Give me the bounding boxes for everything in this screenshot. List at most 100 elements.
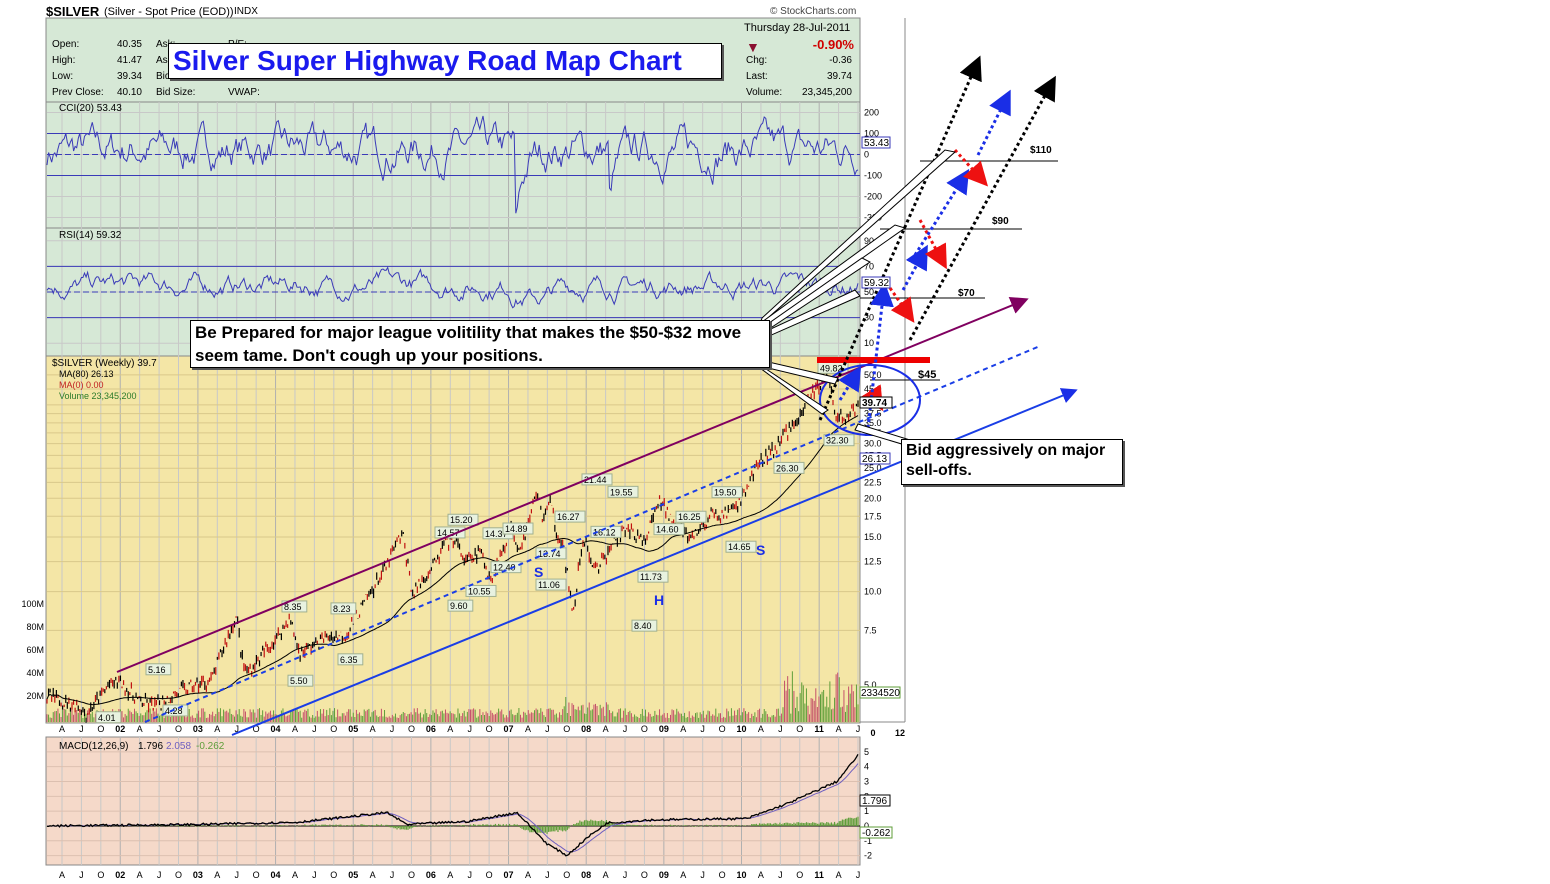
rsi-tick-label: 70 bbox=[864, 261, 874, 271]
price-tick-label: 12.5 bbox=[864, 557, 882, 567]
x-tick-label: A bbox=[836, 870, 842, 880]
prev-close-label: Prev Close: bbox=[52, 87, 104, 98]
ma0-legend: MA(0) 0.00 bbox=[59, 380, 104, 390]
macd-tick-label: 3 bbox=[864, 776, 869, 786]
price-tick-label: 5.0 bbox=[864, 680, 877, 690]
annotation-label: 8.23 bbox=[333, 604, 351, 614]
annotation-box bbox=[554, 510, 586, 523]
x-tick-label: J bbox=[390, 724, 395, 734]
x-tick-label: A bbox=[680, 724, 686, 734]
x-tick-label: J bbox=[79, 724, 84, 734]
annotation-label: 14.60 bbox=[656, 525, 679, 535]
volume-tick-label: 40M bbox=[26, 668, 44, 678]
down-triangle-icon: ▼ bbox=[746, 39, 760, 55]
bid-label: Bid: bbox=[156, 71, 174, 82]
price-tick-label: 7.5 bbox=[864, 625, 877, 635]
x-tick-label: J bbox=[778, 724, 783, 734]
macd-tick-label: 0 bbox=[864, 821, 869, 831]
volume-value: 23,345,200 bbox=[801, 87, 852, 98]
x-tick-label: A bbox=[214, 870, 220, 880]
quote-date: Thursday 28-Jul-2011 bbox=[744, 22, 851, 34]
annotation-box bbox=[502, 522, 534, 535]
x-tick-label: O bbox=[719, 724, 726, 734]
annotation-box bbox=[653, 523, 685, 536]
annotation-label: 4.01 bbox=[98, 713, 116, 723]
value-boxes: 53.43 59.32 39.74 26.13 2334520 1.796 -0… bbox=[859, 136, 901, 839]
pattern-label: S bbox=[756, 542, 765, 558]
annotation-label: 13.74 bbox=[538, 549, 561, 559]
chart-title-callout: Silver Super Highway Road Map Chart bbox=[168, 43, 722, 79]
macd-panel bbox=[45, 736, 861, 866]
x-tick-label: O bbox=[719, 870, 726, 880]
x-tick-label: J bbox=[157, 724, 162, 734]
macd-legend-prefix: MACD(12,26,9) bbox=[59, 741, 128, 752]
cci-tick-label: 200 bbox=[864, 108, 879, 118]
vwap-label: VWAP: bbox=[228, 87, 260, 98]
pattern-label: S bbox=[534, 564, 543, 580]
x-tick-label: J bbox=[390, 870, 395, 880]
annotation-label: 6.35 bbox=[340, 655, 358, 665]
bid-aggressively-callout: Bid aggressively on major sell-offs. bbox=[901, 439, 1123, 485]
x-tick-label: J bbox=[856, 724, 861, 734]
x-tick-label: A bbox=[137, 870, 143, 880]
x-tick-label: A bbox=[59, 724, 65, 734]
projection-blue-5 bbox=[976, 89, 1011, 156]
svg-text:53.43: 53.43 bbox=[864, 138, 889, 149]
annotation-box bbox=[95, 711, 122, 724]
volume-tick-label: 80M bbox=[26, 622, 44, 632]
annotation-label: 16.25 bbox=[678, 512, 701, 522]
annotation-label: 10.55 bbox=[468, 586, 491, 596]
cci-tick-label: 0 bbox=[864, 150, 869, 160]
x-tick-label: A bbox=[525, 870, 531, 880]
svg-text:-0.262: -0.262 bbox=[862, 828, 891, 839]
rsi-line bbox=[46, 266, 859, 309]
x-tick-label: J bbox=[467, 724, 472, 734]
cci-series bbox=[46, 115, 859, 214]
projection-blue-3 bbox=[901, 244, 928, 291]
annotation-label: 19.50 bbox=[714, 488, 737, 498]
annotation-box bbox=[447, 513, 479, 526]
x-tick-label: J bbox=[312, 870, 317, 880]
x-tick-label: 04 bbox=[271, 870, 281, 880]
annotation-box bbox=[434, 526, 466, 539]
target-45-label: $45 bbox=[918, 369, 936, 381]
x-tick-label: O bbox=[563, 724, 570, 734]
x-tick-label: J bbox=[234, 870, 239, 880]
annotation-label: 26.30 bbox=[776, 463, 799, 473]
low-label: Low: bbox=[52, 71, 74, 82]
cci-line bbox=[46, 115, 859, 214]
annotation-box bbox=[145, 663, 172, 676]
x-tick-label: O bbox=[796, 724, 803, 734]
x-tick-label: 06 bbox=[426, 724, 436, 734]
x-tick-label: A bbox=[836, 724, 842, 734]
annotation-box bbox=[535, 578, 567, 591]
x-tick-label: A bbox=[370, 870, 376, 880]
annotation-label: 14.57 bbox=[437, 528, 460, 538]
x-tick-label: J bbox=[467, 870, 472, 880]
cci-legend: CCI(20) 53.43 bbox=[59, 103, 122, 114]
macd-legend-hist: -0.262 bbox=[196, 741, 225, 752]
rsi-tick-label: 30 bbox=[864, 313, 874, 323]
annotation-box bbox=[162, 704, 189, 717]
annotation-box bbox=[330, 602, 357, 615]
x-tick-label: 08 bbox=[581, 870, 591, 880]
annotation-label: 8.35 bbox=[284, 602, 302, 612]
annotation-box bbox=[447, 599, 474, 612]
cci-tick-label: 100 bbox=[864, 129, 879, 139]
price-tick-label: 20.0 bbox=[864, 493, 882, 503]
x-tick-label: J bbox=[312, 724, 317, 734]
x-tick-label: 07 bbox=[504, 724, 514, 734]
x-tick-label: O bbox=[330, 870, 337, 880]
volume-tick-label: 20M bbox=[26, 691, 44, 701]
x-tick-label: A bbox=[214, 724, 220, 734]
price-tick-label: 35.0 bbox=[864, 418, 882, 428]
annotation-box bbox=[711, 486, 743, 499]
cci-panel bbox=[45, 101, 861, 229]
volume-tick-label: 60M bbox=[26, 645, 44, 655]
x-tick-label: J bbox=[545, 870, 550, 880]
change-percent: -0.90% bbox=[812, 37, 854, 52]
annotation-box bbox=[773, 461, 805, 474]
annotation-box bbox=[675, 510, 707, 523]
annotation-label: 11.06 bbox=[538, 580, 560, 590]
x-tick-label: J bbox=[234, 724, 239, 734]
